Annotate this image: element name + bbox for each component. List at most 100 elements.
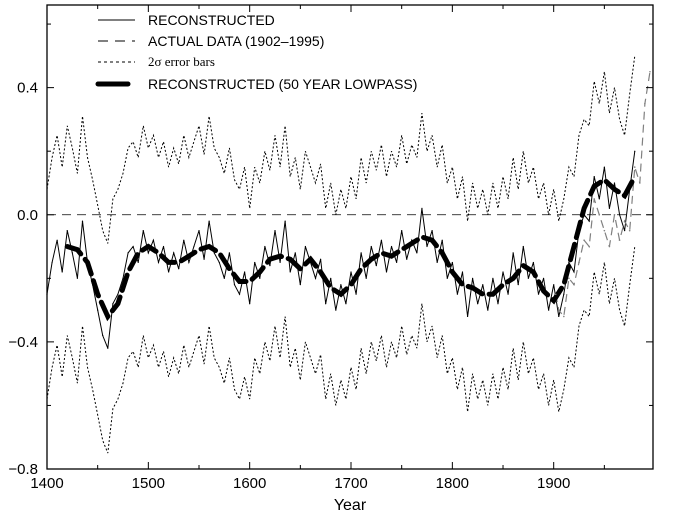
reconstructed-point [122,277,124,279]
legend-label-lowpass: RECONSTRUCTED (50 YEAR LOWPASS) [148,76,417,92]
reconstructed-point [603,166,605,168]
reconstructed-point [624,230,626,232]
reconstructed-point [208,220,210,222]
reconstructed-point [112,303,114,305]
reconstructed-point [598,198,600,200]
reconstructed-point [168,271,170,273]
reconstructed-point [279,261,281,264]
reconstructed-point [147,252,149,254]
reconstructed-point [401,230,403,232]
actual-data-point [623,220,626,222]
lowpass-line [64,174,638,322]
y-tick-label: 0.0 [17,207,38,224]
actual-data-point [563,315,565,318]
x-tick-label: 1700 [334,475,367,492]
reconstructed-point [618,214,621,216]
legend: RECONSTRUCTED ACTUAL DATA (1902–1995) 2σ… [95,12,417,92]
reconstructed-point [304,245,307,248]
reconstructed-point [385,271,388,273]
reconstructed-point [66,230,68,232]
reconstructed-point [365,277,367,279]
reconstructed-point [492,277,494,279]
reconstructed-point [588,220,590,222]
reconstructed-point [558,315,560,318]
reconstructed-point [537,293,540,295]
reconstructed-point [345,303,347,305]
reconstructed-point [396,261,398,264]
reconstructed-point [102,334,104,337]
reconstructed-point [532,261,535,264]
x-axis-label: Year [334,497,367,514]
reconstructed-point [320,258,322,260]
reconstructed-point [608,207,611,209]
reconstructed-point [223,277,225,279]
x-tick-label: 1500 [132,475,165,492]
actual-data-point [644,102,646,105]
reconstructed-point [482,284,484,286]
reconstructed-point [249,303,251,305]
reconstructed-point [193,245,195,248]
reconstructed-point [507,293,509,295]
reconstructed-point [107,347,109,349]
x-tick-label: 1600 [233,475,266,492]
reconstructed-point [411,239,413,241]
reconstructed-point [451,261,453,264]
reconstructed-point [289,271,291,273]
error-bar-lower-line [46,246,636,454]
reconstructed-point [634,150,636,152]
reconstructed-point [325,303,327,305]
reconstructed-point [406,258,408,260]
actual-data-point [583,239,585,241]
legend-label-actual: ACTUAL DATA (1902–1995) [148,33,324,49]
reconstructed-point [456,293,459,295]
x-tick-labels: 1400 1500 1600 1700 1800 1900 [30,475,570,492]
reconstructed-point [142,230,144,232]
reconstructed-point [421,207,423,209]
reconstructed-point [203,258,205,260]
reconstructed-point [548,309,550,311]
reconstructed-point [629,188,631,190]
reconstructed-point [472,277,474,279]
plot-frame [46,4,654,470]
actual-data-point [639,182,641,184]
reconstructed-point [259,277,261,279]
reconstructed-point [152,239,155,241]
y-tick-label: 0.4 [17,80,38,97]
reconstructed-point [522,245,524,248]
reconstructed-point [269,265,271,267]
reconstructed-point [436,261,438,264]
reconstructed-point [71,252,73,254]
reconstructed-point [218,261,220,264]
reconstructed-point [542,277,545,279]
reconstructed-point [487,309,489,311]
reconstructed-point [380,239,383,241]
reconstructed-point [56,239,58,241]
actual-data-point [557,309,560,311]
reconstructed-point [340,284,342,286]
reconstructed-point [461,271,464,273]
reconstructed-point [578,230,580,232]
reconstructed-point [360,252,362,254]
reconstructed-point [157,261,160,264]
reconstructed-point [137,261,139,264]
reconstructed-point [81,220,84,222]
reconstructed-point [502,271,504,273]
x-tick-label: 1400 [30,475,63,492]
reconstructed-point [441,239,443,241]
reconstructed-point [294,252,296,254]
reconstructed-line [46,151,636,349]
reconstructed-point [563,293,565,295]
legend-label-reconstructed: RECONSTRUCTED [148,12,275,28]
actual-data-point [573,283,575,286]
reconstructed-point [173,252,175,254]
reconstructed-point [553,284,555,286]
reconstructed-point [183,239,185,241]
reconstructed-point [284,220,286,222]
reconstructed-point [132,245,134,248]
actual-data-point [554,293,557,296]
reconstructed-point [335,309,337,311]
reconstructed-point [568,261,570,264]
reconstructed-point [97,309,99,311]
reconstructed-point [390,245,393,248]
actual-data-point [598,213,601,216]
